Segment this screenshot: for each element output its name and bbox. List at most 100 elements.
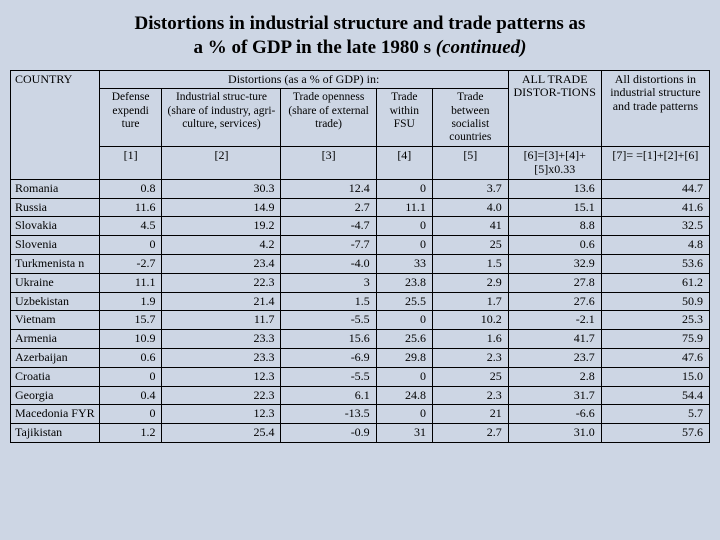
value-cell: -13.5 [281, 405, 376, 424]
value-cell: 0.6 [508, 236, 601, 255]
value-cell: 1.5 [432, 254, 508, 273]
value-cell: 31.7 [508, 386, 601, 405]
title-line2b: (continued) [436, 37, 527, 58]
value-cell: 0 [99, 367, 162, 386]
value-cell: 4.8 [601, 236, 709, 255]
col-all-distortions: All distortions in industrial structure … [601, 70, 709, 147]
value-cell: 4.2 [162, 236, 281, 255]
table-row: Croatia012.3-5.50252.815.0 [11, 367, 710, 386]
table-row: Slovakia4.519.2-4.70418.832.5 [11, 217, 710, 236]
value-cell: 3 [281, 273, 376, 292]
table-row: Uzbekistan1.921.41.525.51.727.650.9 [11, 292, 710, 311]
value-cell: -6.9 [281, 348, 376, 367]
country-cell: Russia [11, 198, 100, 217]
table-row: Turkmenista n-2.723.4-4.0331.532.953.6 [11, 254, 710, 273]
value-cell: 14.9 [162, 198, 281, 217]
value-cell: 1.2 [99, 424, 162, 443]
value-cell: -4.0 [281, 254, 376, 273]
value-cell: 2.3 [432, 348, 508, 367]
value-cell: 0 [376, 179, 432, 198]
country-cell: Slovakia [11, 217, 100, 236]
country-cell: Azerbaijan [11, 348, 100, 367]
value-cell: 25.6 [376, 330, 432, 349]
country-cell: Slovenia [11, 236, 100, 255]
country-cell: Croatia [11, 367, 100, 386]
col-industrial: Industrial struc-ture (share of industry… [162, 89, 281, 147]
value-cell: 47.6 [601, 348, 709, 367]
value-cell: 25 [432, 367, 508, 386]
colnum-5: [5] [432, 147, 508, 180]
col-distortions-group: Distortions (as a % of GDP) in: [99, 70, 508, 89]
value-cell: 2.8 [508, 367, 601, 386]
value-cell: 15.1 [508, 198, 601, 217]
table-row: Azerbaijan0.623.3-6.929.82.323.747.6 [11, 348, 710, 367]
title-line1: Distortions in industrial structure and … [135, 13, 586, 34]
value-cell: 25.4 [162, 424, 281, 443]
value-cell: 44.7 [601, 179, 709, 198]
col-openness: Trade openness (share of external trade) [281, 89, 376, 147]
colnum-1: [1] [99, 147, 162, 180]
value-cell: 0.4 [99, 386, 162, 405]
value-cell: 21.4 [162, 292, 281, 311]
value-cell: -5.5 [281, 311, 376, 330]
value-cell: 61.2 [601, 273, 709, 292]
country-cell: Armenia [11, 330, 100, 349]
value-cell: 10.2 [432, 311, 508, 330]
value-cell: 11.1 [376, 198, 432, 217]
table-row: Georgia0.422.36.124.82.331.754.4 [11, 386, 710, 405]
value-cell: 15.0 [601, 367, 709, 386]
value-cell: 27.8 [508, 273, 601, 292]
value-cell: 23.7 [508, 348, 601, 367]
distortions-table: COUNTRY Distortions (as a % of GDP) in: … [10, 70, 710, 443]
value-cell: 0 [376, 405, 432, 424]
value-cell: 3.7 [432, 179, 508, 198]
country-cell: Turkmenista n [11, 254, 100, 273]
value-cell: 0 [376, 236, 432, 255]
value-cell: 0.6 [99, 348, 162, 367]
country-cell: Macedonia FYR [11, 405, 100, 424]
value-cell: 25 [432, 236, 508, 255]
value-cell: 27.6 [508, 292, 601, 311]
value-cell: 41.6 [601, 198, 709, 217]
value-cell: 13.6 [508, 179, 601, 198]
col-socialist: Trade between socialist countries [432, 89, 508, 147]
value-cell: 11.6 [99, 198, 162, 217]
table-row: Vietnam15.711.7-5.5010.2-2.125.3 [11, 311, 710, 330]
value-cell: 33 [376, 254, 432, 273]
value-cell: 57.6 [601, 424, 709, 443]
table-row: Slovenia04.2-7.70250.64.8 [11, 236, 710, 255]
value-cell: 31 [376, 424, 432, 443]
value-cell: -2.7 [99, 254, 162, 273]
col-fsu: Trade within FSU [376, 89, 432, 147]
value-cell: -4.7 [281, 217, 376, 236]
value-cell: 23.3 [162, 348, 281, 367]
value-cell: 12.3 [162, 405, 281, 424]
value-cell: -5.5 [281, 367, 376, 386]
col-all-trade: ALL TRADE DISTOR-TIONS [508, 70, 601, 147]
value-cell: 53.6 [601, 254, 709, 273]
value-cell: 19.2 [162, 217, 281, 236]
table-row: Macedonia FYR012.3-13.5021-6.65.7 [11, 405, 710, 424]
value-cell: 2.7 [432, 424, 508, 443]
value-cell: 0 [376, 217, 432, 236]
page-title: Distortions in industrial structure and … [10, 12, 710, 60]
value-cell: 15.6 [281, 330, 376, 349]
value-cell: 2.9 [432, 273, 508, 292]
value-cell: 0 [376, 367, 432, 386]
value-cell: 2.3 [432, 386, 508, 405]
value-cell: 12.3 [162, 367, 281, 386]
value-cell: 10.9 [99, 330, 162, 349]
colnum-4: [4] [376, 147, 432, 180]
value-cell: 30.3 [162, 179, 281, 198]
value-cell: -2.1 [508, 311, 601, 330]
table-row: Tajikistan1.225.4-0.9312.731.057.6 [11, 424, 710, 443]
value-cell: 0 [99, 236, 162, 255]
value-cell: 2.7 [281, 198, 376, 217]
value-cell: 6.1 [281, 386, 376, 405]
title-line2a: a % of GDP in the late 1980 s [193, 37, 435, 58]
value-cell: 15.7 [99, 311, 162, 330]
value-cell: 23.8 [376, 273, 432, 292]
colnum-2: [2] [162, 147, 281, 180]
col-defense: Defense expendi ture [99, 89, 162, 147]
value-cell: 1.5 [281, 292, 376, 311]
